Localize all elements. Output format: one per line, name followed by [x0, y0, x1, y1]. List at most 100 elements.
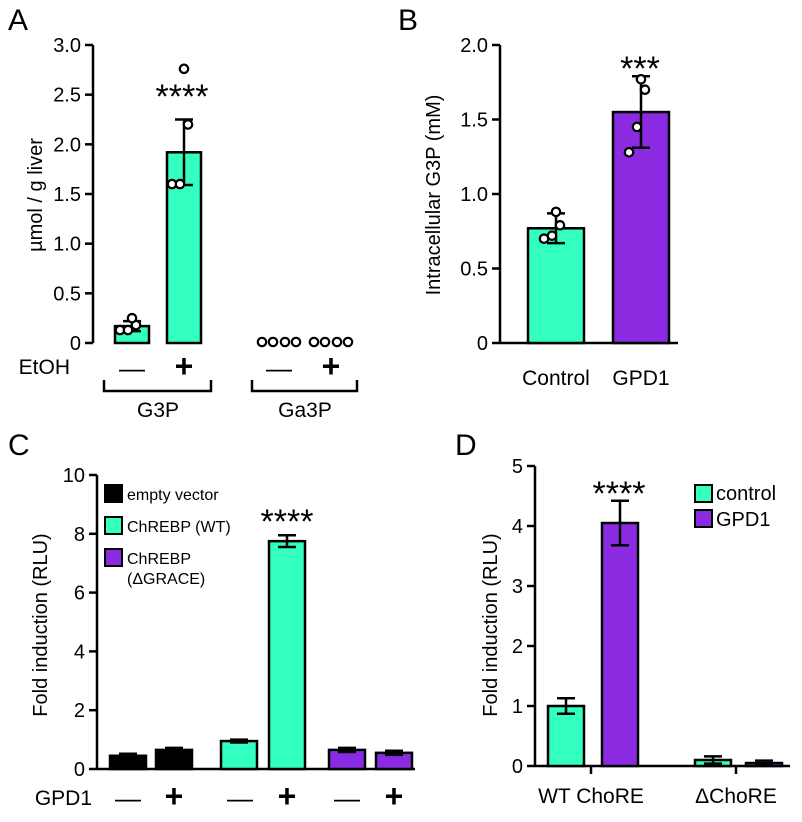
panel-a-y-axis: 0 0.5 1.0 1.5 2.0 2.5 3.0 — [53, 35, 95, 355]
panel-c-y-axis: 0 2 4 6 8 10 — [63, 465, 415, 781]
panel-d-bar — [600, 521, 640, 768]
panel-a-bracket-ga3p — [250, 380, 359, 393]
panel-b-point — [639, 84, 651, 95]
panel-b-point — [546, 230, 558, 242]
panel-b-y-tick-label: 1.5 — [460, 110, 488, 132]
panel-a-point — [342, 336, 354, 348]
panel-a-ylabel: µmol / g liver — [25, 138, 47, 252]
panel-a-point — [182, 119, 194, 130]
panel-c-treatment-2: + — [165, 778, 184, 814]
panel-c-treatment-3: — — [227, 783, 253, 813]
panel-a-treatment-3: — — [266, 353, 292, 383]
panel-a-treatment-4: + — [322, 348, 341, 384]
panel-c-bars — [108, 534, 414, 771]
panel-a-point — [279, 336, 291, 348]
legend-label-chrebp-dgrace-line2: (ΔGRACE) — [127, 571, 205, 588]
panel-c-significance: **** — [261, 503, 314, 541]
panel-a-row-label: EtOH — [19, 356, 70, 379]
panel-b-category-gpd1: GPD1 — [612, 367, 669, 390]
panel-b-y-tick-label: 2.0 — [460, 35, 488, 57]
panel-a-y-tick-label: 0 — [70, 333, 81, 355]
panel-b-y-tick-label: 0 — [477, 333, 488, 355]
panel-d-category-wt: WT ChoRE — [538, 785, 644, 808]
panel-a-y-tick-label: 2.0 — [53, 134, 81, 156]
panel-a-y-tick-label: 2.5 — [53, 85, 81, 107]
panel-c-chart: Fold induction (RLU) 0 2 4 6 8 10 **** empty … — [30, 465, 415, 814]
panel-b-significance: *** — [620, 50, 660, 88]
legend-swatch-control — [694, 484, 713, 503]
panel-d-y-tick-label: 1 — [512, 696, 523, 718]
panel-a-point — [174, 178, 186, 190]
panel-label-b: B — [398, 4, 418, 37]
panel-a-bracket-g3p — [102, 380, 213, 393]
panel-a-significance: **** — [156, 78, 209, 116]
legend-swatch-gpd1 — [694, 509, 713, 528]
panel-label-d: D — [455, 429, 477, 462]
panel-c-y-tick-label: 4 — [74, 641, 85, 663]
panel-b-chart: Intracellular G3P (mM) 0 0.5 1.0 1.5 2.0 ***… — [423, 35, 678, 390]
panel-d-ylabel: Fold induction (RLU) — [480, 533, 502, 716]
panel-c-ylabel: Fold induction (RLU) — [30, 533, 52, 716]
legend-label-gpd1: GPD1 — [716, 509, 770, 531]
panel-c-y-tick-label: 0 — [74, 759, 85, 781]
panel-d-significance: **** — [593, 475, 646, 513]
panel-d-y-tick-label: 0 — [512, 756, 523, 778]
panel-b-category-control: Control — [522, 367, 590, 390]
panel-a-y-tick-label: 1.0 — [53, 234, 81, 256]
panel-a-y-tick-label: 1.5 — [53, 184, 81, 206]
panel-b-y-tick-label: 0.5 — [460, 259, 488, 281]
panel-a-group-g3p: G3P — [137, 399, 179, 422]
panel-c-treatment-6: + — [385, 778, 404, 814]
panel-a-point — [126, 312, 138, 324]
legend-label-empty-vector: empty vector — [127, 487, 219, 504]
panel-label-c: C — [8, 429, 30, 462]
panel-a-chart: µmol / g liver 00.51.01.52.02.53.0 **** … — [19, 35, 359, 422]
panel-d-y-tick-label: 3 — [512, 576, 523, 598]
legend-label-control: control — [716, 483, 776, 505]
panel-b-point — [554, 219, 566, 231]
panel-a-point — [290, 336, 302, 348]
panel-d-chart: Fold induction (RLU) 0 1 2 3 4 5 **** control… — [480, 456, 790, 808]
legend-label-chrebp-wt: ChREBP (WT) — [127, 519, 231, 536]
panel-b-y-tick-label: 1.0 — [460, 184, 488, 206]
panel-a-bars — [113, 63, 354, 348]
panel-b-bars — [526, 73, 671, 345]
legend-label-chrebp-dgrace-line1: ChREBP — [127, 551, 191, 568]
panel-a-y-tick-label: 0.5 — [53, 283, 81, 305]
panel-b-point — [635, 73, 647, 85]
panel-b-point — [631, 121, 643, 133]
panel-d-bar — [546, 704, 586, 768]
panel-a-point — [331, 336, 343, 348]
panel-a-point — [308, 336, 320, 348]
panel-c-treatment-1: — — [115, 783, 141, 813]
panel-c-bar — [219, 739, 259, 771]
panel-d-y-tick-label: 2 — [512, 636, 523, 658]
panel-c-y-tick-label: 6 — [74, 583, 85, 605]
panel-a-point — [122, 324, 134, 336]
panel-a-point — [178, 63, 190, 75]
legend-swatch-empty-vector — [104, 484, 123, 503]
panel-a-point — [319, 336, 331, 348]
panel-d-category-dchore: ΔChoRE — [695, 785, 777, 808]
panel-c-y-tick-label: 8 — [74, 524, 85, 546]
panel-b-bar — [526, 227, 586, 345]
panel-c-y-tick-label: 2 — [74, 700, 85, 722]
panel-b-ylabel: Intracellular G3P (mM) — [423, 95, 445, 296]
panel-b-point — [623, 146, 635, 158]
panel-a-group-ga3p: Ga3P — [278, 399, 332, 422]
panel-c-y-tick-label: 10 — [63, 465, 85, 487]
panel-label-a: A — [8, 4, 28, 37]
panel-a-treatment-1: — — [119, 353, 145, 383]
panel-c-treatment-5: — — [334, 783, 360, 813]
panel-d-y-tick-label: 5 — [512, 456, 523, 478]
panel-b-point — [550, 206, 562, 218]
panel-a-point — [256, 336, 268, 348]
panel-c-treatment-4: + — [278, 778, 297, 814]
panel-c-bar — [267, 539, 307, 771]
panel-d-y-tick-label: 4 — [512, 516, 523, 538]
panel-a-y-tick-label: 3.0 — [53, 35, 81, 57]
panel-a-point — [267, 336, 279, 348]
panel-d-bars — [546, 499, 784, 774]
legend-swatch-chrebp-wt — [104, 516, 123, 535]
